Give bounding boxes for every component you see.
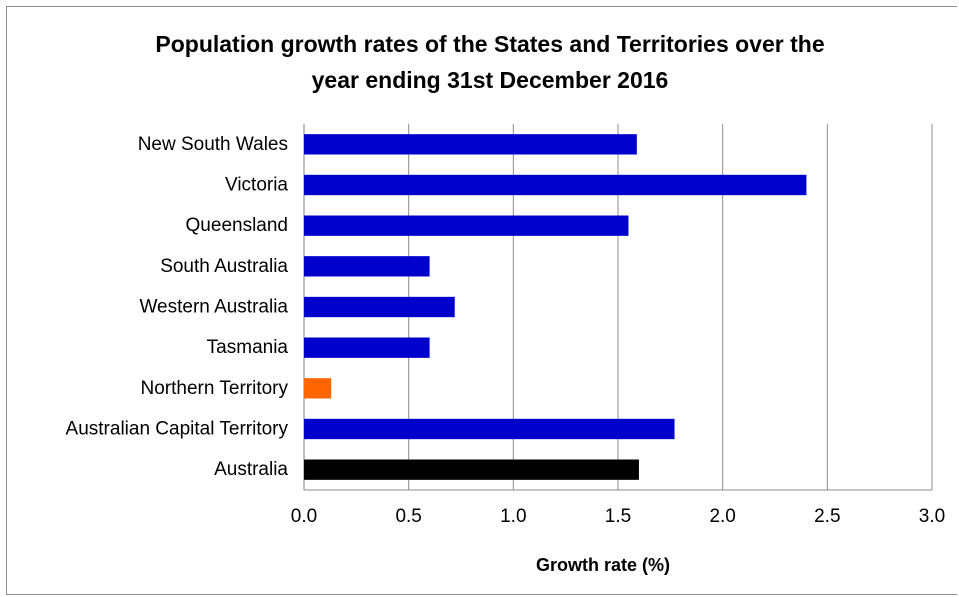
category-label: New South Wales [138,134,288,155]
bar [304,418,675,440]
x-tick-label: 0.5 [395,506,421,527]
chart-title: Population growth rates of the States an… [155,31,824,93]
category-label: Tasmania [207,337,289,358]
x-axis-title: Growth rate (%) [536,555,670,575]
bar [304,256,430,277]
bar [304,134,637,155]
category-label: Australian Capital Territory [66,419,289,440]
x-tick-label: 2.5 [814,506,840,527]
category-label: Northern Territory [141,378,289,399]
category-label: Australia [214,459,288,480]
bar [304,174,807,196]
bar [304,296,455,318]
chart-frame [6,6,957,595]
chart-title-line-2: year ending 31st December 2016 [312,67,669,93]
x-tick-labels: 0.0 0.5 1.0 1.5 2.0 2.5 3.0 [291,506,945,527]
category-label: Queensland [186,215,288,236]
bar [304,459,639,480]
category-labels: New South Wales Victoria Queensland South A… [66,134,289,480]
x-tick-label: 1.5 [605,506,631,527]
category-label: Victoria [225,175,288,196]
bar [304,337,430,358]
category-label: Western Australia [139,297,288,318]
x-tick-label: 2.0 [709,506,735,527]
bars [304,134,807,480]
bar [304,215,629,236]
category-label: South Australia [160,256,288,277]
x-tick-label: 3.0 [919,506,945,527]
bar [304,378,332,399]
x-tick-label: 0.0 [291,506,317,527]
chart-title-line-1: Population growth rates of the States an… [155,31,824,57]
x-tick-label: 1.0 [500,506,526,527]
